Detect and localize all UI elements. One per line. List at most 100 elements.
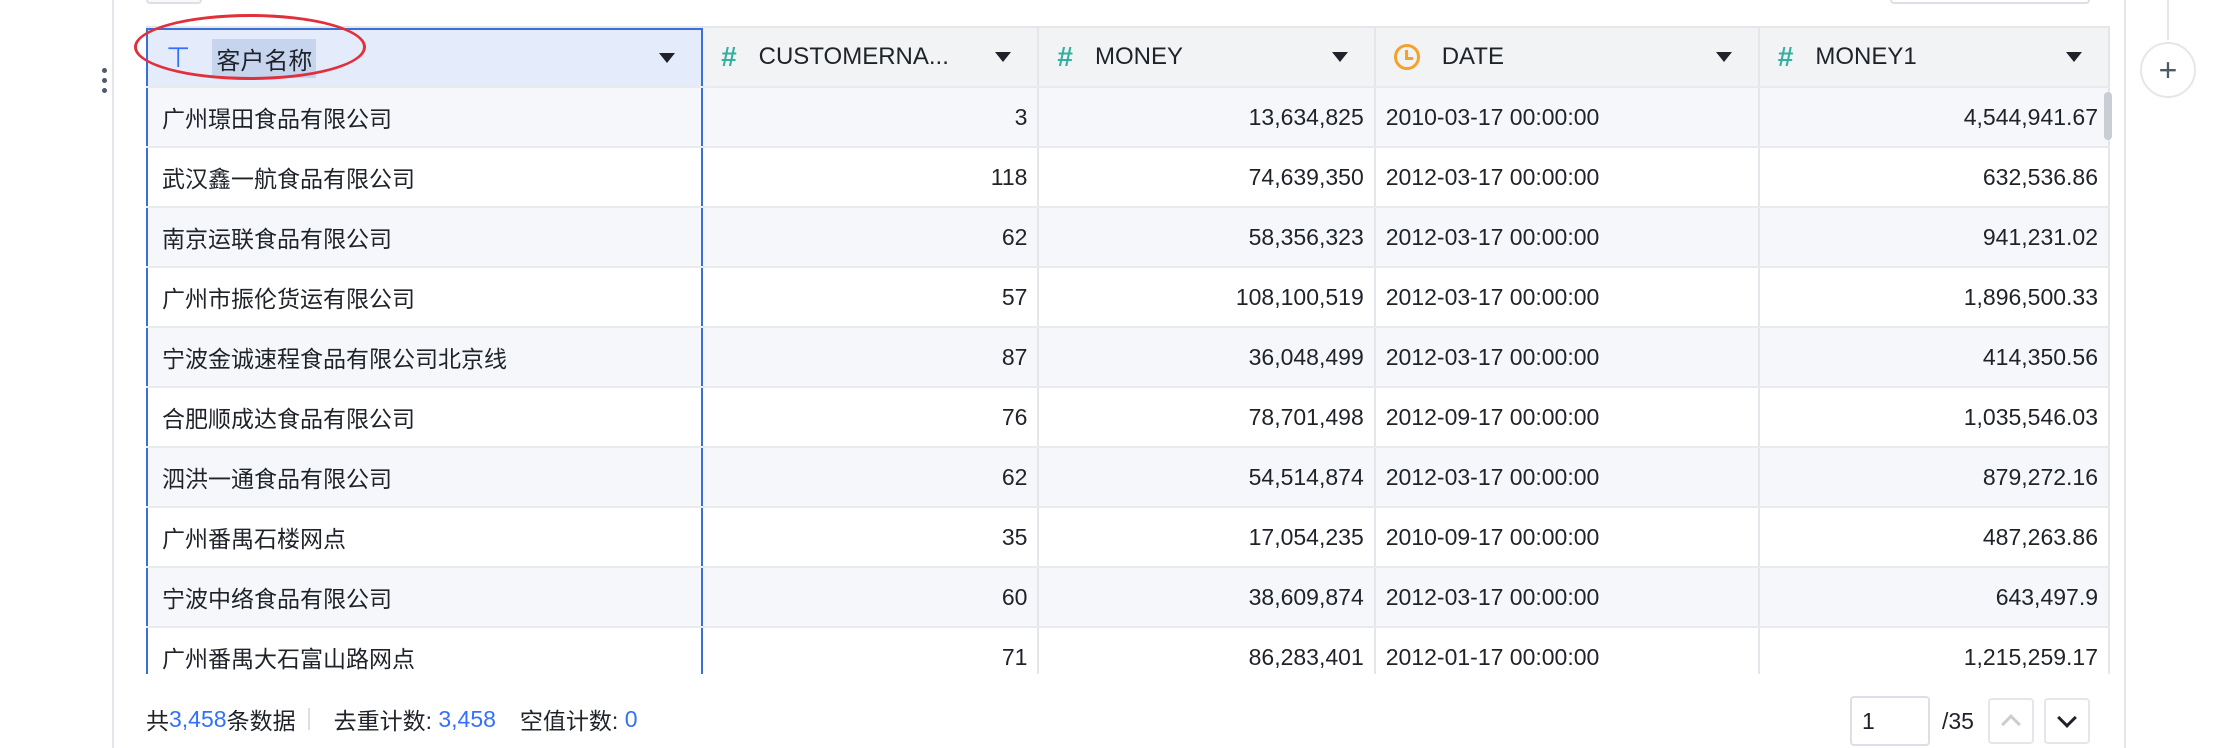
table-cell-money1[interactable]: 4,544,941.67: [1760, 88, 2110, 146]
table-footer-stats: 共 3,458 条数据 去重计数: 3,458 空值计数: 0: [146, 702, 637, 736]
table-cell-customerna[interactable]: 57: [703, 268, 1040, 326]
table-cell-date[interactable]: 2012-03-17 00:00:00: [1376, 208, 1760, 266]
table-cell-date[interactable]: 2012-03-17 00:00:00: [1376, 568, 1760, 626]
table-cell-money[interactable]: 86,283,401: [1039, 628, 1376, 674]
table-cell-money1[interactable]: 1,035,546.03: [1760, 388, 2110, 446]
vertical-scrollbar-thumb[interactable]: [2104, 92, 2112, 140]
column-header-label: MONEY1: [1815, 43, 1917, 70]
table-cell-customerna[interactable]: 87: [703, 328, 1040, 386]
column-header-money[interactable]: # MONEY: [1039, 28, 1376, 86]
null-label: 空值计数:: [519, 708, 619, 734]
number-type-icon: #: [1777, 41, 1794, 72]
total-count: 3,458: [169, 705, 227, 732]
panel-left-border: [112, 0, 114, 748]
table-header-row: ⊤ 客户名称 # CUSTOMERNA... # MONEY DATE: [146, 28, 2110, 88]
table-cell-money[interactable]: 17,054,235: [1039, 508, 1376, 566]
next-page-button[interactable]: [2043, 698, 2090, 744]
table-row: 广州番禺大石富山路网点 71 86,283,401 2012-01-17 00:…: [146, 628, 2110, 674]
dropdown-caret-icon[interactable]: [1715, 52, 1732, 62]
top-toolbar-stub-right: [1890, 0, 2090, 4]
drag-handle-icon[interactable]: [92, 60, 116, 100]
table-cell-money1[interactable]: 487,263.86: [1760, 508, 2110, 566]
table-cell-customer-name[interactable]: 合肥顺成达食品有限公司: [146, 388, 704, 446]
table-cell-date[interactable]: 2012-01-17 00:00:00: [1376, 628, 1760, 674]
number-type-icon: #: [1057, 41, 1073, 72]
top-toolbar-stub-left: [146, 0, 202, 4]
table-cell-money[interactable]: 78,701,498: [1039, 388, 1376, 446]
table-cell-customerna[interactable]: 35: [703, 508, 1040, 566]
column-header-label: CUSTOMERNA...: [758, 43, 949, 70]
table-cell-date[interactable]: 2012-09-17 00:00:00: [1376, 388, 1760, 446]
table-cell-money1[interactable]: 1,896,500.33: [1760, 268, 2110, 326]
table-cell-money1[interactable]: 414,350.56: [1760, 328, 2110, 386]
table-cell-money[interactable]: 54,514,874: [1039, 448, 1376, 506]
table-cell-money1[interactable]: 941,231.02: [1760, 208, 2110, 266]
data-table: ⊤ 客户名称 # CUSTOMERNA... # MONEY DATE: [146, 26, 2110, 674]
column-header-label: 客户名称: [212, 38, 317, 78]
table-row: 宁波中络食品有限公司 60 38,609,874 2012-03-17 00:0…: [146, 568, 2110, 628]
table-row: 广州璟田食品有限公司 3 13,634,825 2010-03-17 00:00…: [146, 88, 2110, 148]
column-header-label: DATE: [1441, 43, 1504, 70]
previous-page-button[interactable]: [1987, 698, 2034, 744]
table-cell-money[interactable]: 108,100,519: [1039, 268, 1376, 326]
table-cell-customer-name[interactable]: 广州璟田食品有限公司: [146, 88, 704, 146]
column-header-money1[interactable]: # MONEY1: [1760, 28, 2110, 86]
table-cell-customer-name[interactable]: 广州番禺大石富山路网点: [146, 628, 704, 674]
dropdown-caret-icon[interactable]: [995, 52, 1012, 62]
text-type-icon: ⊤: [166, 42, 191, 73]
plus-icon: +: [2158, 52, 2178, 88]
table-cell-money[interactable]: 36,048,499: [1039, 328, 1376, 386]
table-cell-customer-name[interactable]: 武汉鑫一航食品有限公司: [146, 148, 704, 206]
table-cell-customerna[interactable]: 62: [703, 208, 1040, 266]
table-cell-date[interactable]: 2012-03-17 00:00:00: [1376, 148, 1760, 206]
table-cell-customerna[interactable]: 62: [703, 448, 1040, 506]
table-row: 广州番禺石楼网点 35 17,054,235 2010-09-17 00:00:…: [146, 508, 2110, 568]
table-cell-customerna[interactable]: 3: [703, 88, 1040, 146]
dropdown-caret-icon[interactable]: [1331, 52, 1348, 62]
table-cell-date[interactable]: 2010-03-17 00:00:00: [1376, 88, 1760, 146]
column-header-label: MONEY: [1094, 43, 1183, 70]
table-cell-customer-name[interactable]: 广州番禺石楼网点: [146, 508, 704, 566]
drag-dot: [101, 77, 107, 83]
table-row: 南京运联食品有限公司 62 58,356,323 2012-03-17 00:0…: [146, 208, 2110, 268]
table-cell-date[interactable]: 2012-03-17 00:00:00: [1376, 268, 1760, 326]
table-cell-customer-name[interactable]: 宁波金诚速程食品有限公司北京线: [146, 328, 704, 386]
table-cell-customer-name[interactable]: 广州市振伦货运有限公司: [146, 268, 704, 326]
column-header-customer-name[interactable]: ⊤ 客户名称: [146, 28, 704, 86]
table-cell-money[interactable]: 13,634,825: [1039, 88, 1376, 146]
column-header-date[interactable]: DATE: [1376, 28, 1760, 86]
table-cell-customerna[interactable]: 76: [703, 388, 1040, 446]
dropdown-caret-icon[interactable]: [659, 53, 676, 63]
drag-dot: [101, 67, 107, 73]
dropdown-caret-icon[interactable]: [2066, 52, 2083, 62]
distinct-count: 3,458: [438, 705, 496, 732]
chevron-down-icon: [2057, 708, 2077, 728]
total-suffix: 条数据: [226, 708, 296, 734]
panel-right-border: [2124, 0, 2126, 748]
table-cell-money1[interactable]: 879,272.16: [1760, 448, 2110, 506]
table-row: 广州市振伦货运有限公司 57 108,100,519 2012-03-17 00…: [146, 268, 2110, 328]
table-cell-money1[interactable]: 643,497.9: [1760, 568, 2110, 626]
page-number-input[interactable]: [1850, 696, 1930, 746]
table-cell-customerna[interactable]: 60: [703, 568, 1040, 626]
table-cell-customerna[interactable]: 118: [703, 148, 1040, 206]
table-cell-money[interactable]: 58,356,323: [1039, 208, 1376, 266]
table-cell-customerna[interactable]: 71: [703, 628, 1040, 674]
number-type-icon: #: [721, 41, 737, 72]
table-cell-money[interactable]: 38,609,874: [1039, 568, 1376, 626]
table-cell-money1[interactable]: 1,215,259.17: [1760, 628, 2110, 674]
table-cell-customer-name[interactable]: 南京运联食品有限公司: [146, 208, 704, 266]
add-column-button[interactable]: +: [2140, 42, 2196, 98]
clock-date-type-icon: [1393, 44, 1420, 70]
table-row: 泗洪一通食品有限公司 62 54,514,874 2012-03-17 00:0…: [146, 448, 2110, 508]
table-cell-date[interactable]: 2012-03-17 00:00:00: [1376, 328, 1760, 386]
table-cell-money1[interactable]: 632,536.86: [1760, 148, 2110, 206]
connector-line: [2167, 0, 2169, 40]
table-cell-customer-name[interactable]: 泗洪一通食品有限公司: [146, 448, 704, 506]
table-cell-date[interactable]: 2012-03-17 00:00:00: [1376, 448, 1760, 506]
chevron-up-icon: [2001, 714, 2021, 734]
column-header-customerna[interactable]: # CUSTOMERNA...: [703, 28, 1040, 86]
table-cell-date[interactable]: 2010-09-17 00:00:00: [1376, 508, 1760, 566]
table-cell-customer-name[interactable]: 宁波中络食品有限公司: [146, 568, 704, 626]
table-cell-money[interactable]: 74,639,350: [1039, 148, 1376, 206]
